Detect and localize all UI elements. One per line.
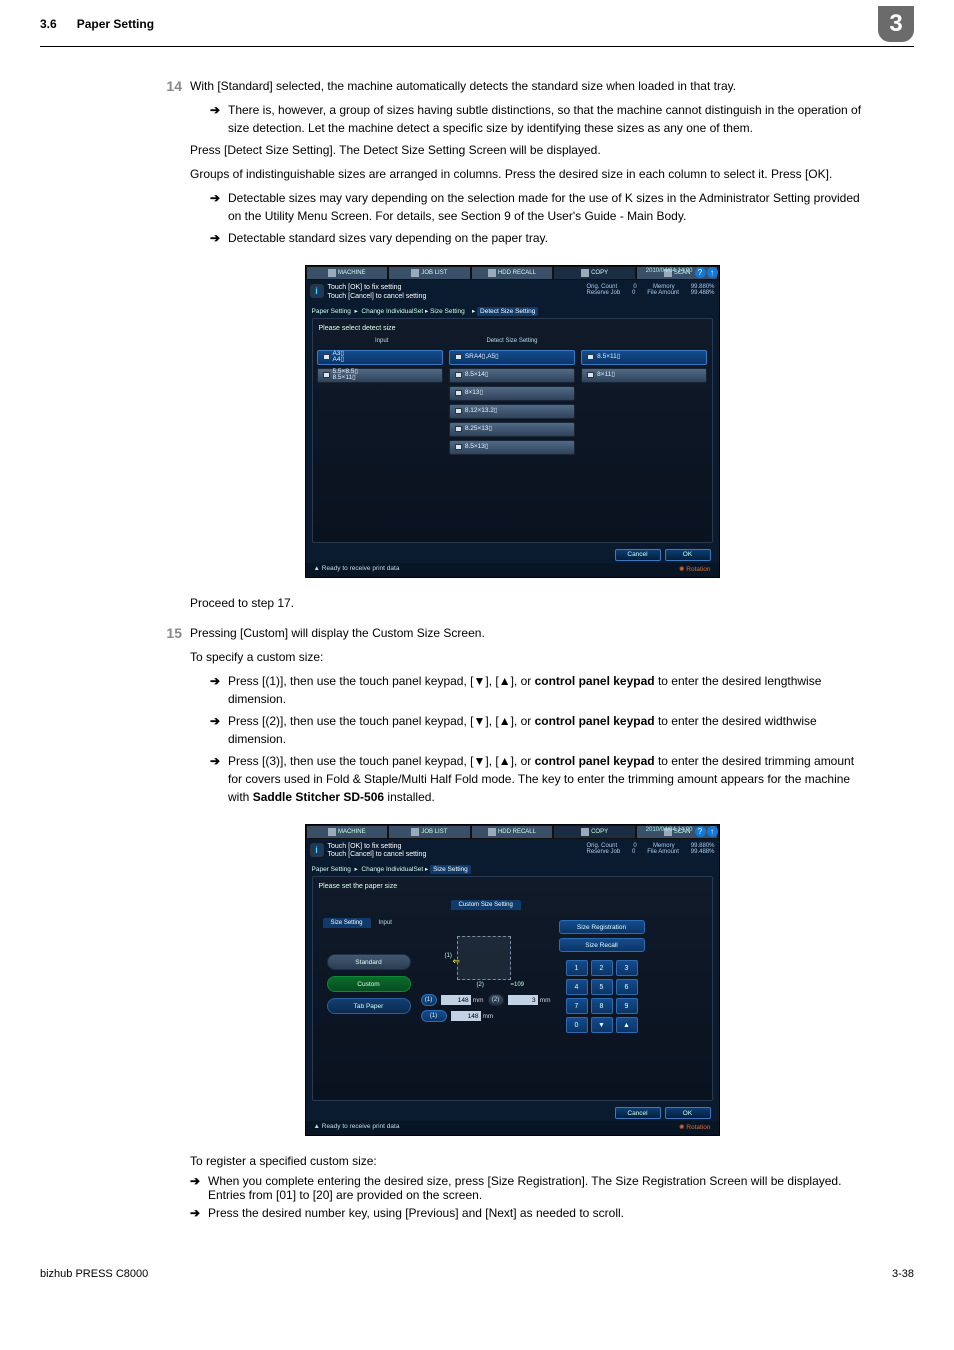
info-line2: Touch [Cancel] to cancel setting bbox=[328, 293, 583, 302]
step-14-p2: Groups of indistinguishable sizes are ar… bbox=[190, 165, 864, 183]
footer-model: bizhub PRESS C8000 bbox=[40, 1268, 148, 1280]
up-icon[interactable]: ↑ bbox=[707, 267, 718, 278]
keypad-key[interactable]: 0 bbox=[566, 1017, 588, 1033]
section-title: Paper Setting bbox=[77, 17, 154, 31]
size-recall-button[interactable]: Size Recall bbox=[559, 938, 645, 952]
section-number: 3.6 bbox=[40, 17, 57, 31]
status-text: ▲ Ready to receive print data bbox=[314, 565, 400, 573]
tab-machine[interactable]: MACHINE bbox=[306, 825, 389, 839]
info-line1: Touch [OK] to fix setting bbox=[328, 843, 583, 852]
ok-button[interactable]: OK bbox=[665, 549, 711, 561]
step-15-sub4: When you complete entering the desired s… bbox=[208, 1174, 864, 1202]
size-registration-button[interactable]: Size Registration bbox=[559, 920, 645, 934]
footer-page: 3-38 bbox=[892, 1268, 914, 1280]
step-15-p1: To specify a custom size: bbox=[190, 648, 864, 666]
step-15-sub1: Press [(1)], then use the touch panel ke… bbox=[228, 672, 864, 708]
tab-hddrecall[interactable]: HDD RECALL bbox=[471, 266, 554, 280]
step-14-sub2: Detectable sizes may vary depending on t… bbox=[228, 189, 864, 225]
size-option[interactable]: 8.25×13▯ bbox=[449, 422, 575, 437]
panel-counters: Orig. Count0Memory99.880% Reserve Job0Fi… bbox=[587, 284, 715, 296]
size-diagram: (1) ⇐ (2) =109 bbox=[421, 920, 551, 1030]
arrow-icon: ➔ bbox=[210, 101, 228, 137]
chapter-badge: 3 bbox=[878, 6, 914, 42]
keypad-key[interactable]: ▲ bbox=[616, 1017, 638, 1033]
ok-button[interactable]: OK bbox=[665, 1107, 711, 1119]
step-15-sub2: Press [(2)], then use the touch panel ke… bbox=[228, 712, 864, 748]
help-icon[interactable]: ? bbox=[695, 267, 706, 278]
left-tab-input[interactable]: Input bbox=[371, 918, 400, 928]
tab-joblist[interactable]: JOB LIST bbox=[388, 825, 471, 839]
custom-button[interactable]: Custom bbox=[327, 976, 411, 992]
step-14-sub1: There is, however, a group of sizes havi… bbox=[228, 101, 864, 137]
panel2-subhead: Please set the paper size bbox=[317, 881, 708, 896]
arrow-icon: ➔ bbox=[210, 672, 228, 708]
tab-machine[interactable]: MACHINE bbox=[306, 266, 389, 280]
size-columns: A3▯ A4▯ 5.5×8.5▯ 8.5×11▯ SRA4▯,A5▯ 8.5×14▯… bbox=[317, 350, 708, 455]
arrow-icon: ➔ bbox=[210, 229, 228, 247]
step-15-sub3: Press [(3)], then use the touch panel ke… bbox=[228, 752, 864, 806]
keypad-key[interactable]: 2 bbox=[591, 960, 613, 976]
step-14-number: 14 bbox=[160, 77, 190, 251]
panel-counters: Orig. Count0Memory99.880% Reserve Job0Fi… bbox=[587, 843, 715, 855]
panel-datetime: 2010/04/04 14:00 bbox=[646, 268, 693, 274]
step-15-p2: To register a specified custom size: bbox=[190, 1154, 864, 1168]
arrow-icon: ➔ bbox=[210, 752, 228, 806]
cancel-button[interactable]: Cancel bbox=[615, 1107, 661, 1119]
breadcrumb: Paper Setting ▸ Change IndividualSet ▸ S… bbox=[306, 862, 719, 876]
panel1-subhead: Please select detect size bbox=[317, 323, 708, 338]
size-option[interactable]: 8.5×13▯ bbox=[449, 440, 575, 455]
arrow-icon: ➔ bbox=[210, 712, 228, 748]
size-option[interactable]: A3▯ A4▯ bbox=[317, 350, 443, 365]
breadcrumb: Paper Setting ▸ Change IndividualSet ▸ S… bbox=[306, 304, 719, 318]
tab-joblist[interactable]: JOB LIST bbox=[388, 266, 471, 280]
size-option[interactable]: 8.5×11▯ bbox=[581, 350, 707, 365]
step-15-intro: Pressing [Custom] will display the Custo… bbox=[190, 624, 864, 642]
tab-paper-button[interactable]: Tab Paper bbox=[327, 998, 411, 1014]
custom-size-tab: Custom Size Setting bbox=[451, 900, 521, 910]
size-option[interactable]: 8.12×13.2▯ bbox=[449, 404, 575, 419]
keypad-key[interactable]: 8 bbox=[591, 998, 613, 1014]
size-option[interactable]: 5.5×8.5▯ 8.5×11▯ bbox=[317, 368, 443, 383]
size-option[interactable]: 8.5×14▯ bbox=[449, 368, 575, 383]
keypad-key[interactable]: 7 bbox=[566, 998, 588, 1014]
detect-size-panel: MACHINE JOB LIST HDD RECALL COPY SCAN 20… bbox=[305, 265, 720, 578]
size-option[interactable]: SRA4▯,A5▯ bbox=[449, 350, 575, 365]
step-15-number: 15 bbox=[160, 624, 190, 810]
step-14-proceed: Proceed to step 17. bbox=[190, 596, 864, 610]
info-icon: i bbox=[310, 843, 324, 857]
keypad-key[interactable]: 1 bbox=[566, 960, 588, 976]
arrow-icon: ➔ bbox=[210, 189, 228, 225]
step-15-sub5: Press the desired number key, using [Pre… bbox=[208, 1206, 864, 1220]
keypad: 123 456 789 0▼▲ bbox=[566, 960, 638, 1033]
status-text: ▲ Ready to receive print data bbox=[314, 1123, 400, 1131]
keypad-key[interactable]: 5 bbox=[591, 979, 613, 995]
info-icon: i bbox=[310, 284, 324, 298]
help-icon[interactable]: ? bbox=[695, 826, 706, 837]
rotation-icon: ✺ Rotation bbox=[679, 1123, 710, 1131]
cancel-button[interactable]: Cancel bbox=[615, 549, 661, 561]
tab-hddrecall[interactable]: HDD RECALL bbox=[471, 825, 554, 839]
keypad-key[interactable]: ▼ bbox=[591, 1017, 613, 1033]
step-14-intro: With [Standard] selected, the machine au… bbox=[190, 77, 864, 95]
step-14-sub3: Detectable standard sizes vary depending… bbox=[228, 229, 864, 247]
left-tab-size[interactable]: Size Setting bbox=[323, 918, 371, 928]
tab-copy[interactable]: COPY bbox=[553, 266, 636, 280]
info-line2: Touch [Cancel] to cancel setting bbox=[328, 851, 583, 860]
size-option[interactable]: 8×11▯ bbox=[581, 368, 707, 383]
up-icon[interactable]: ↑ bbox=[707, 826, 718, 837]
tab-copy[interactable]: COPY bbox=[553, 825, 636, 839]
keypad-key[interactable]: 9 bbox=[616, 998, 638, 1014]
panel-datetime: 2010/04/04 14:00 bbox=[646, 827, 693, 833]
keypad-key[interactable]: 6 bbox=[616, 979, 638, 995]
standard-button[interactable]: Standard bbox=[327, 954, 411, 970]
size-option[interactable]: 8×13▯ bbox=[449, 386, 575, 401]
custom-size-panel: MACHINE JOB LIST HDD RECALL COPY SCAN 20… bbox=[305, 824, 720, 1137]
keypad-key[interactable]: 4 bbox=[566, 979, 588, 995]
info-line1: Touch [OK] to fix setting bbox=[328, 284, 583, 293]
arrow-icon: ➔ bbox=[190, 1206, 208, 1220]
rotation-icon: ✺ Rotation bbox=[679, 565, 710, 573]
arrow-icon: ➔ bbox=[190, 1174, 208, 1202]
step-14-p1: Press [Detect Size Setting]. The Detect … bbox=[190, 141, 864, 159]
keypad-key[interactable]: 3 bbox=[616, 960, 638, 976]
